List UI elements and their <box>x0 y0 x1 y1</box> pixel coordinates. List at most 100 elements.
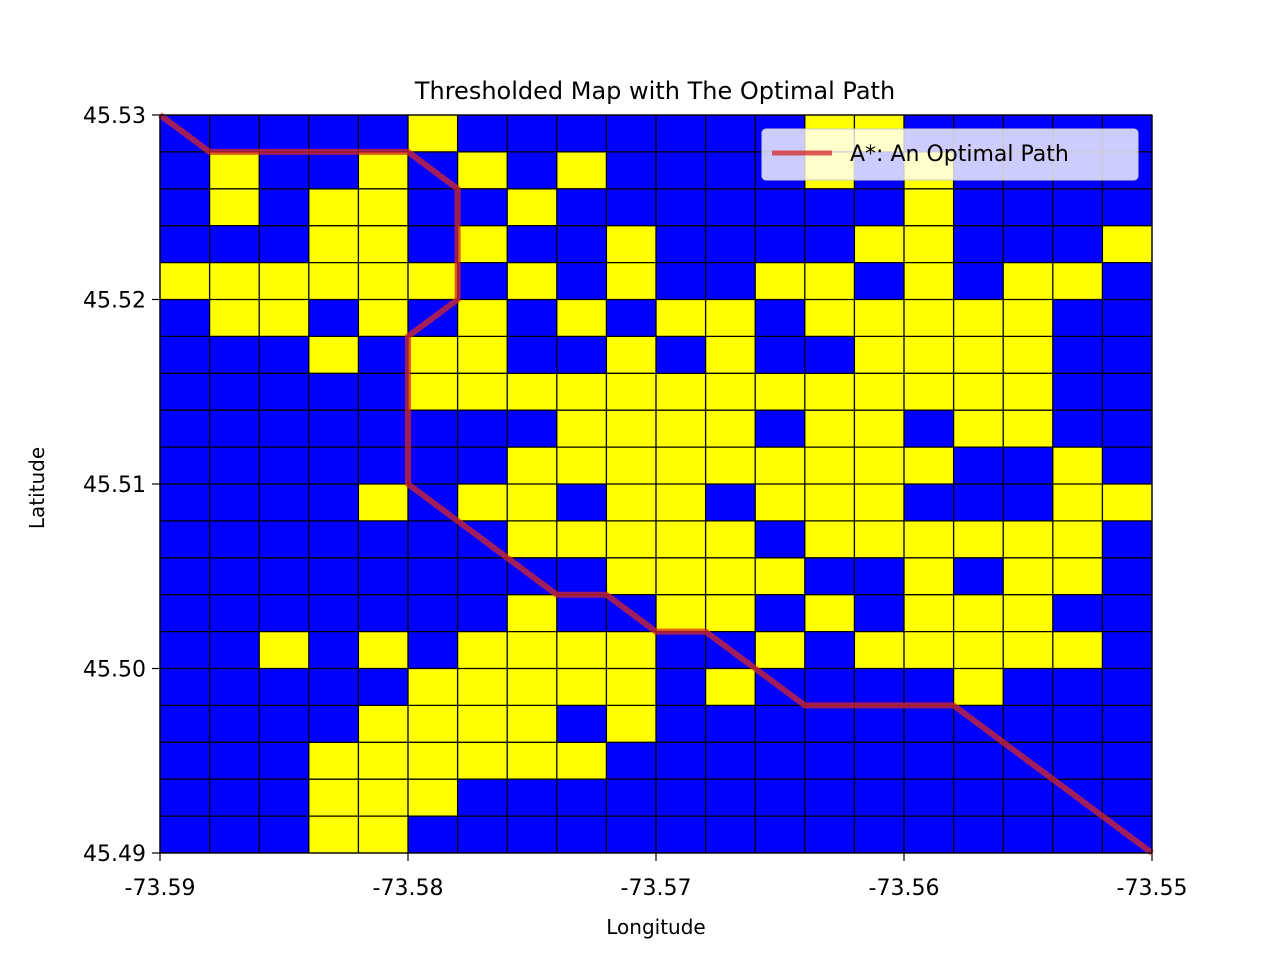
grid-cell <box>705 336 756 374</box>
grid-cell <box>1102 299 1153 337</box>
grid-cell <box>507 705 558 743</box>
grid-cell <box>854 668 905 706</box>
grid-cell <box>507 742 558 780</box>
grid-cell <box>160 410 210 448</box>
grid-cell <box>705 557 756 595</box>
grid-cell <box>1102 373 1153 411</box>
grid-cell <box>1003 520 1054 559</box>
grid-cell <box>854 188 905 226</box>
grid-cell <box>656 373 706 411</box>
grid-cell <box>308 631 359 669</box>
grid-cell <box>358 115 409 153</box>
grid-cell <box>656 484 706 522</box>
grid-cell <box>1102 484 1153 522</box>
grid-cell <box>160 705 210 743</box>
grid-cell <box>507 447 558 485</box>
grid-cell <box>1003 557 1054 595</box>
grid-cell <box>656 779 706 817</box>
grid-cell <box>1052 410 1103 448</box>
grid-cell <box>507 299 558 337</box>
grid-cell <box>457 299 508 337</box>
grid-cell <box>1003 594 1054 632</box>
grid-cell <box>556 373 607 411</box>
grid-cell <box>160 447 210 485</box>
grid-cell <box>408 631 458 669</box>
grid-cell <box>904 631 954 669</box>
grid-cell <box>705 188 756 226</box>
grid-cell <box>705 668 756 706</box>
grid-cell <box>854 705 905 743</box>
grid-cell <box>408 668 458 706</box>
x-tick-label: -73.55 <box>1117 876 1188 901</box>
grid-cell <box>804 484 855 522</box>
grid-cell <box>408 262 458 300</box>
grid-cell <box>1052 816 1103 854</box>
grid-cell <box>953 410 1004 448</box>
grid-cell <box>904 705 954 743</box>
grid-cell <box>308 705 359 743</box>
grid-cell <box>904 188 954 226</box>
grid-cell <box>556 447 607 485</box>
grid-cell <box>408 520 458 559</box>
grid-cell <box>160 594 210 632</box>
grid-cell <box>457 484 508 522</box>
grid-cell <box>408 557 458 595</box>
grid-cell <box>1102 557 1153 595</box>
grid-cell <box>854 779 905 817</box>
grid-cell <box>408 225 458 263</box>
grid-cell <box>656 151 706 190</box>
grid-cell <box>854 373 905 411</box>
grid-cell <box>507 188 558 226</box>
grid-cell <box>804 705 855 743</box>
grid-cell <box>1102 520 1153 559</box>
grid-cell <box>308 447 359 485</box>
grid-cell <box>259 816 310 854</box>
grid-cell <box>854 410 905 448</box>
grid-cell <box>953 668 1004 706</box>
grid-cell <box>556 484 607 522</box>
grid-cell <box>556 225 607 263</box>
grid-cell <box>804 594 855 632</box>
grid-cell <box>656 188 706 226</box>
grid-cell <box>755 779 806 817</box>
grid-cell <box>358 520 409 559</box>
grid-cell <box>358 373 409 411</box>
grid-cell <box>308 520 359 559</box>
grid-cell <box>854 299 905 337</box>
grid-cell <box>259 742 310 780</box>
grid-cell <box>209 742 260 780</box>
grid-cell <box>308 115 359 153</box>
grid-cell <box>507 668 558 706</box>
grid-cell <box>904 742 954 780</box>
grid-cell <box>308 557 359 595</box>
grid-cell <box>160 631 210 669</box>
grid-cell <box>606 705 657 743</box>
grid-cell <box>606 225 657 263</box>
grid-cell <box>308 742 359 780</box>
grid-cell <box>804 631 855 669</box>
grid-cell <box>1003 336 1054 374</box>
grid-cell <box>804 373 855 411</box>
grid-cell <box>804 410 855 448</box>
grid-cell <box>953 594 1004 632</box>
grid-cell <box>804 188 855 226</box>
path-layer <box>158 112 1154 856</box>
legend-entry-label: A*: An Optimal Path <box>850 142 1069 167</box>
grid-cell <box>408 336 458 374</box>
grid-cell <box>904 520 954 559</box>
grid-cell <box>854 631 905 669</box>
grid-cell <box>160 816 210 854</box>
grid-cell <box>160 742 210 780</box>
grid-cell <box>854 594 905 632</box>
grid-cell <box>259 151 310 190</box>
grid-cell <box>358 484 409 522</box>
grid-cell <box>656 557 706 595</box>
grid-cell <box>259 115 310 153</box>
grid-cell <box>904 336 954 374</box>
grid-cell <box>804 262 855 300</box>
grid-cell <box>209 520 260 559</box>
grid-cell <box>1052 631 1103 669</box>
grid-cell <box>705 705 756 743</box>
grid-cell <box>755 705 806 743</box>
grid-cell <box>804 225 855 263</box>
